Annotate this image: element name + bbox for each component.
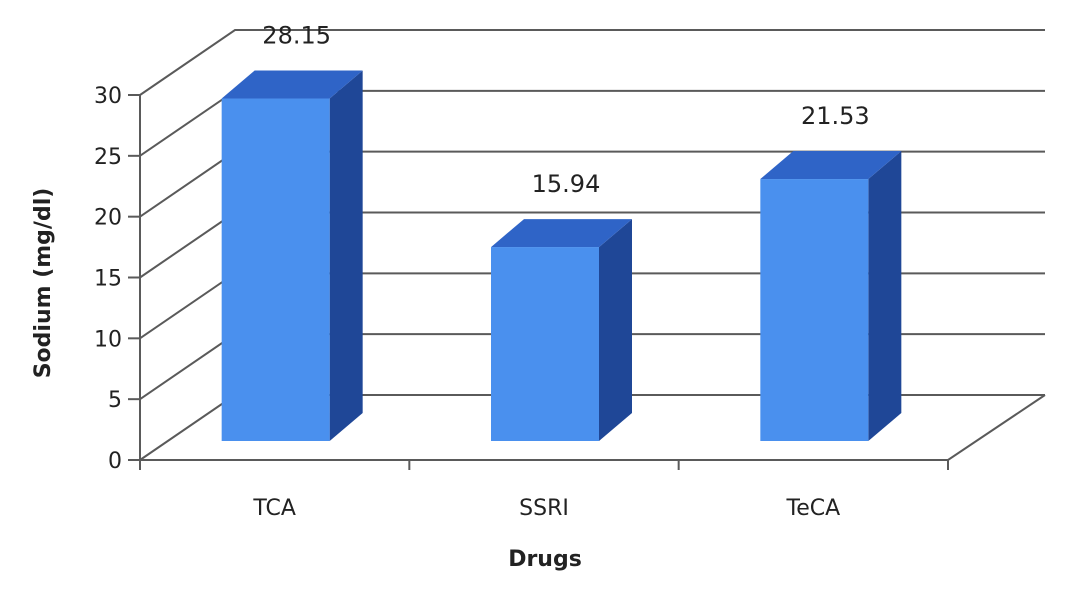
x-axis-categories: TCA SSRI TeCA	[252, 496, 840, 521]
x-category-label: TCA	[252, 496, 296, 521]
y-tick-label: 0	[108, 449, 122, 474]
bar-top	[491, 219, 632, 248]
bar-front	[221, 98, 330, 441]
bar-side	[329, 70, 363, 441]
y-tick-label: 20	[94, 206, 122, 231]
bar-front	[491, 247, 599, 441]
data-label: 28.15	[262, 22, 331, 50]
data-label: 15.94	[532, 170, 601, 198]
bar-top	[760, 151, 902, 180]
y-axis-title: Sodium (mg/dl)	[31, 188, 56, 379]
y-tick-label: 25	[94, 145, 122, 170]
y-tick-label: 10	[94, 327, 122, 352]
bars: 28.15 15.94 21.53	[221, 22, 902, 441]
gridline	[139, 29, 1045, 96]
x-category-label: SSRI	[519, 496, 569, 521]
bar-top	[221, 70, 363, 99]
data-label: 21.53	[801, 102, 870, 130]
bar-ssri: 15.94	[491, 170, 632, 441]
bar-side	[868, 151, 902, 441]
y-axis-ticks: 0 5 10 15 20 25 30	[94, 84, 140, 474]
bar-side	[599, 219, 632, 441]
x-category-label: TeCA	[786, 496, 841, 521]
bar-front	[760, 179, 869, 441]
bar-teca: 21.53	[760, 102, 902, 441]
y-tick-label: 15	[94, 267, 122, 292]
y-tick-label: 5	[108, 388, 122, 413]
x-axis-title: Drugs	[508, 547, 582, 572]
bar-tca: 28.15	[221, 22, 363, 441]
y-tick-label: 30	[94, 84, 122, 109]
